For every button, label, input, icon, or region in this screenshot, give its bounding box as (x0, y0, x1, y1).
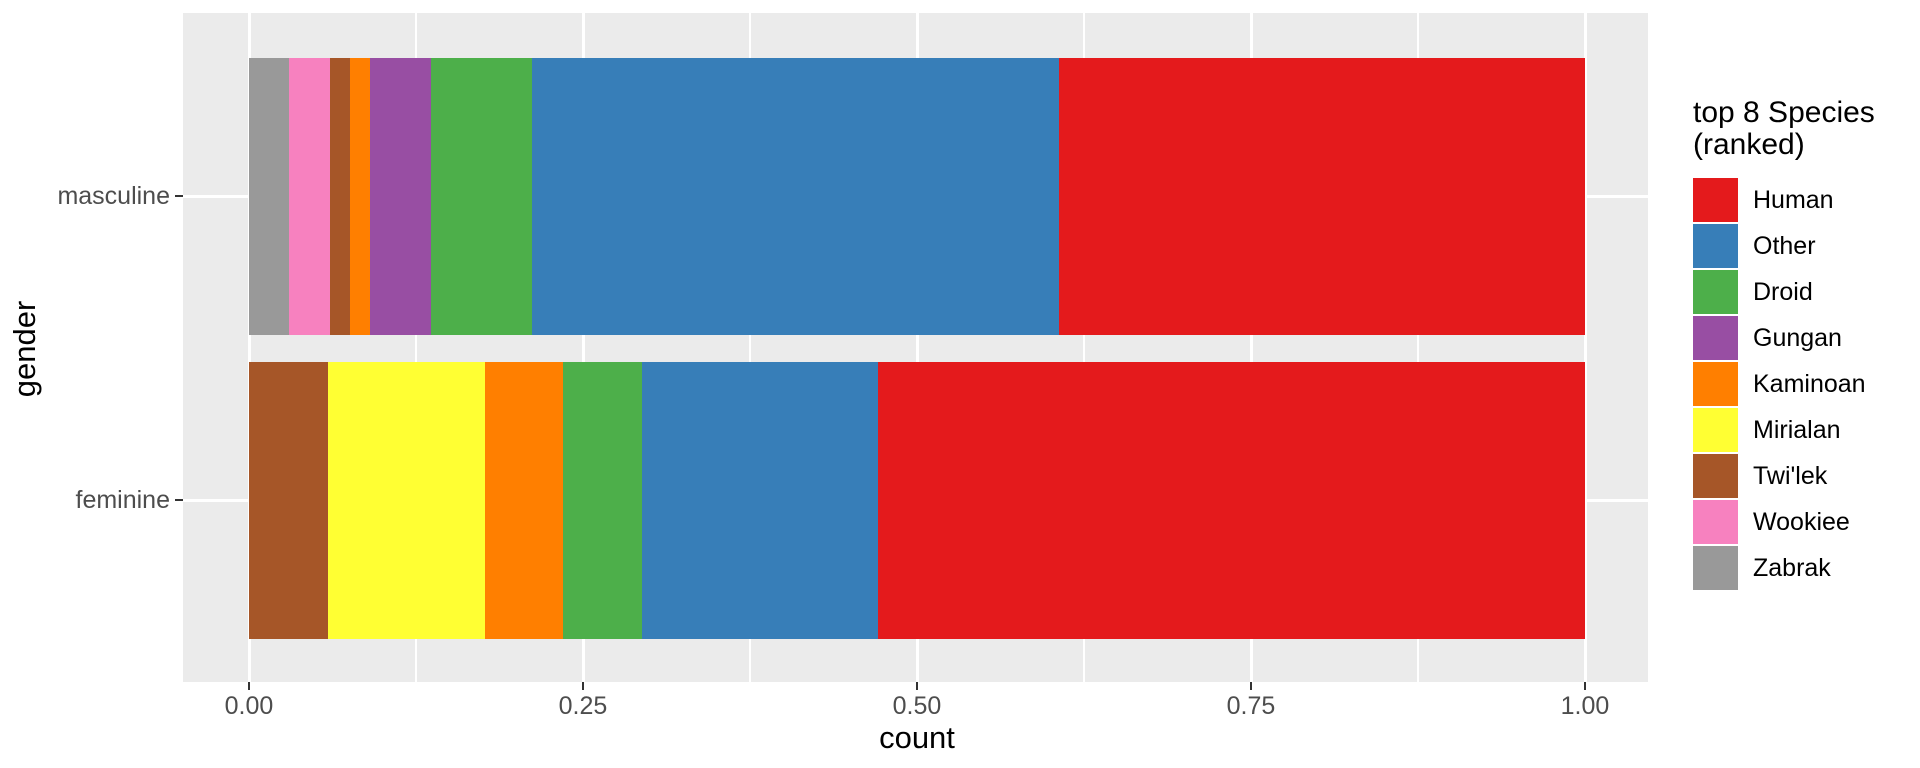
y-tick-mark (175, 499, 183, 501)
legend-swatch-mirialan (1693, 408, 1738, 452)
gridline-major-x (1249, 13, 1253, 682)
x-tick-mark (916, 682, 918, 690)
x-tick-label: 1.00 (1560, 692, 1610, 720)
bar-segment-feminine-kaminoan (484, 361, 564, 639)
gridline-minor-x (1417, 13, 1419, 682)
bar-segment-masculine-gungan (370, 57, 432, 335)
gridline-major-x (1583, 13, 1587, 682)
x-tick-mark (1250, 682, 1252, 690)
bar-segment-feminine-mirialan (327, 361, 485, 639)
gridline-major-x (915, 13, 919, 682)
legend-swatch-zabrak (1693, 546, 1738, 590)
legend-swatch-human (1693, 178, 1738, 222)
bar-segment-feminine-twi'lek (249, 361, 328, 639)
bar-segment-feminine-other (641, 361, 878, 639)
gridline-major-x (581, 13, 585, 682)
legend-label-gungan: Gungan (1753, 324, 1842, 352)
bar-segment-masculine-other (532, 57, 1059, 335)
legend-label-mirialan: Mirialan (1753, 416, 1841, 444)
gridline-minor-x (415, 13, 417, 682)
x-tick-mark (1584, 682, 1586, 690)
bar-segment-masculine-wookiee (289, 57, 330, 335)
bar-segment-feminine-human (877, 361, 1585, 639)
x-axis-title: count (879, 720, 955, 755)
bar-segment-masculine-twi'lek (329, 57, 351, 335)
legend-swatch-wookiee (1693, 500, 1738, 544)
legend-label-twi'lek: Twi'lek (1753, 462, 1828, 490)
legend-title: top 8 Species (ranked) (1693, 96, 1875, 161)
legend-label-human: Human (1753, 186, 1834, 214)
bar-segment-masculine-human (1058, 57, 1585, 335)
legend-swatch-twi'lek (1693, 454, 1738, 498)
gridline-minor-x (749, 13, 751, 682)
bar-segment-masculine-droid (431, 57, 533, 335)
y-axis-title: gender (7, 300, 42, 398)
x-tick-label: 0.75 (1226, 692, 1276, 720)
legend-swatch-other (1693, 224, 1738, 268)
legend-label-wookiee: Wookiee (1753, 508, 1850, 536)
legend-label-kaminoan: Kaminoan (1753, 370, 1866, 398)
y-tick-mark (175, 195, 183, 197)
x-tick-mark (248, 682, 250, 690)
legend-swatch-kaminoan (1693, 362, 1738, 406)
plot-panel (183, 13, 1648, 682)
x-tick-label: 0.25 (558, 692, 608, 720)
x-tick-label: 0.50 (892, 692, 942, 720)
bar-segment-feminine-droid (563, 361, 642, 639)
x-tick-label: 0.00 (224, 692, 274, 720)
legend-label-droid: Droid (1753, 278, 1813, 306)
bar-segment-masculine-zabrak (249, 57, 290, 335)
gridline-major-x (247, 13, 251, 682)
y-tick-label-masculine: masculine (57, 182, 170, 210)
legend-swatch-gungan (1693, 316, 1738, 360)
gridline-minor-x (1083, 13, 1085, 682)
bar-segment-masculine-kaminoan (350, 57, 371, 335)
legend-label-other: Other (1753, 232, 1816, 260)
y-tick-label-feminine: feminine (75, 486, 171, 514)
legend-label-zabrak: Zabrak (1753, 554, 1831, 582)
legend: top 8 Species (ranked) Human Other Droid Gu… (1693, 97, 1920, 607)
legend-swatch-droid (1693, 270, 1738, 314)
x-tick-mark (582, 682, 584, 690)
